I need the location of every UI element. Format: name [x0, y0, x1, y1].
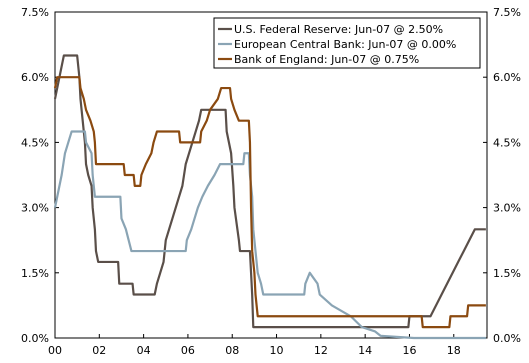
fed-rate-line — [53, 54, 486, 329]
y-tick-label-left: 7.5% — [21, 6, 49, 19]
x-tick-label: 18 — [447, 344, 461, 357]
series-lines — [53, 54, 486, 340]
x-tick-label: 02 — [92, 344, 106, 357]
legend-entry-ecb: European Central Bank: Jun-07 @ 0.00% — [234, 38, 456, 51]
x-tick-label: 00 — [48, 344, 62, 357]
y-tick-label-left: 6.0% — [21, 71, 49, 84]
x-tick-label: 14 — [358, 344, 372, 357]
legend: U.S. Federal Reserve: Jun-07 @ 2.50% Euro… — [213, 17, 481, 69]
y-tick-label-left: 1.5% — [21, 267, 49, 280]
plot-frame — [54, 11, 488, 339]
y-tick-label-left: 4.5% — [21, 136, 49, 149]
legend-entry-boe: Bank of England: Jun-07 @ 0.75% — [234, 53, 419, 66]
x-tick-label: 12 — [314, 344, 328, 357]
y-tick-label-right: 6.0% — [493, 71, 521, 84]
axis-ticks: 0.0% 0.0% 1.5% 1.5% 3.0% 3.0% 4.5% 4.5% 6.0% 6.0%… — [21, 6, 521, 357]
y-tick-label-right: 1.5% — [493, 267, 521, 280]
y-tick-label-right: 0.0% — [493, 332, 521, 345]
y-tick-label-right: 3.0% — [493, 202, 521, 215]
y-tick-label-right: 4.5% — [493, 136, 521, 149]
x-tick-label: 10 — [270, 344, 284, 357]
y-tick-label-right: 7.5% — [493, 6, 521, 19]
legend-entry-fed: U.S. Federal Reserve: Jun-07 @ 2.50% — [234, 23, 443, 36]
x-tick-label: 08 — [225, 344, 239, 357]
boe-rate-line — [53, 76, 486, 329]
x-tick-label: 04 — [137, 344, 151, 357]
y-tick-label-left: 0.0% — [21, 332, 49, 345]
y-tick-label-left: 3.0% — [21, 202, 49, 215]
legend-box — [213, 17, 481, 69]
x-tick-label: 06 — [181, 344, 195, 357]
x-tick-label: 16 — [402, 344, 416, 357]
ecb-rate-line — [53, 130, 486, 340]
